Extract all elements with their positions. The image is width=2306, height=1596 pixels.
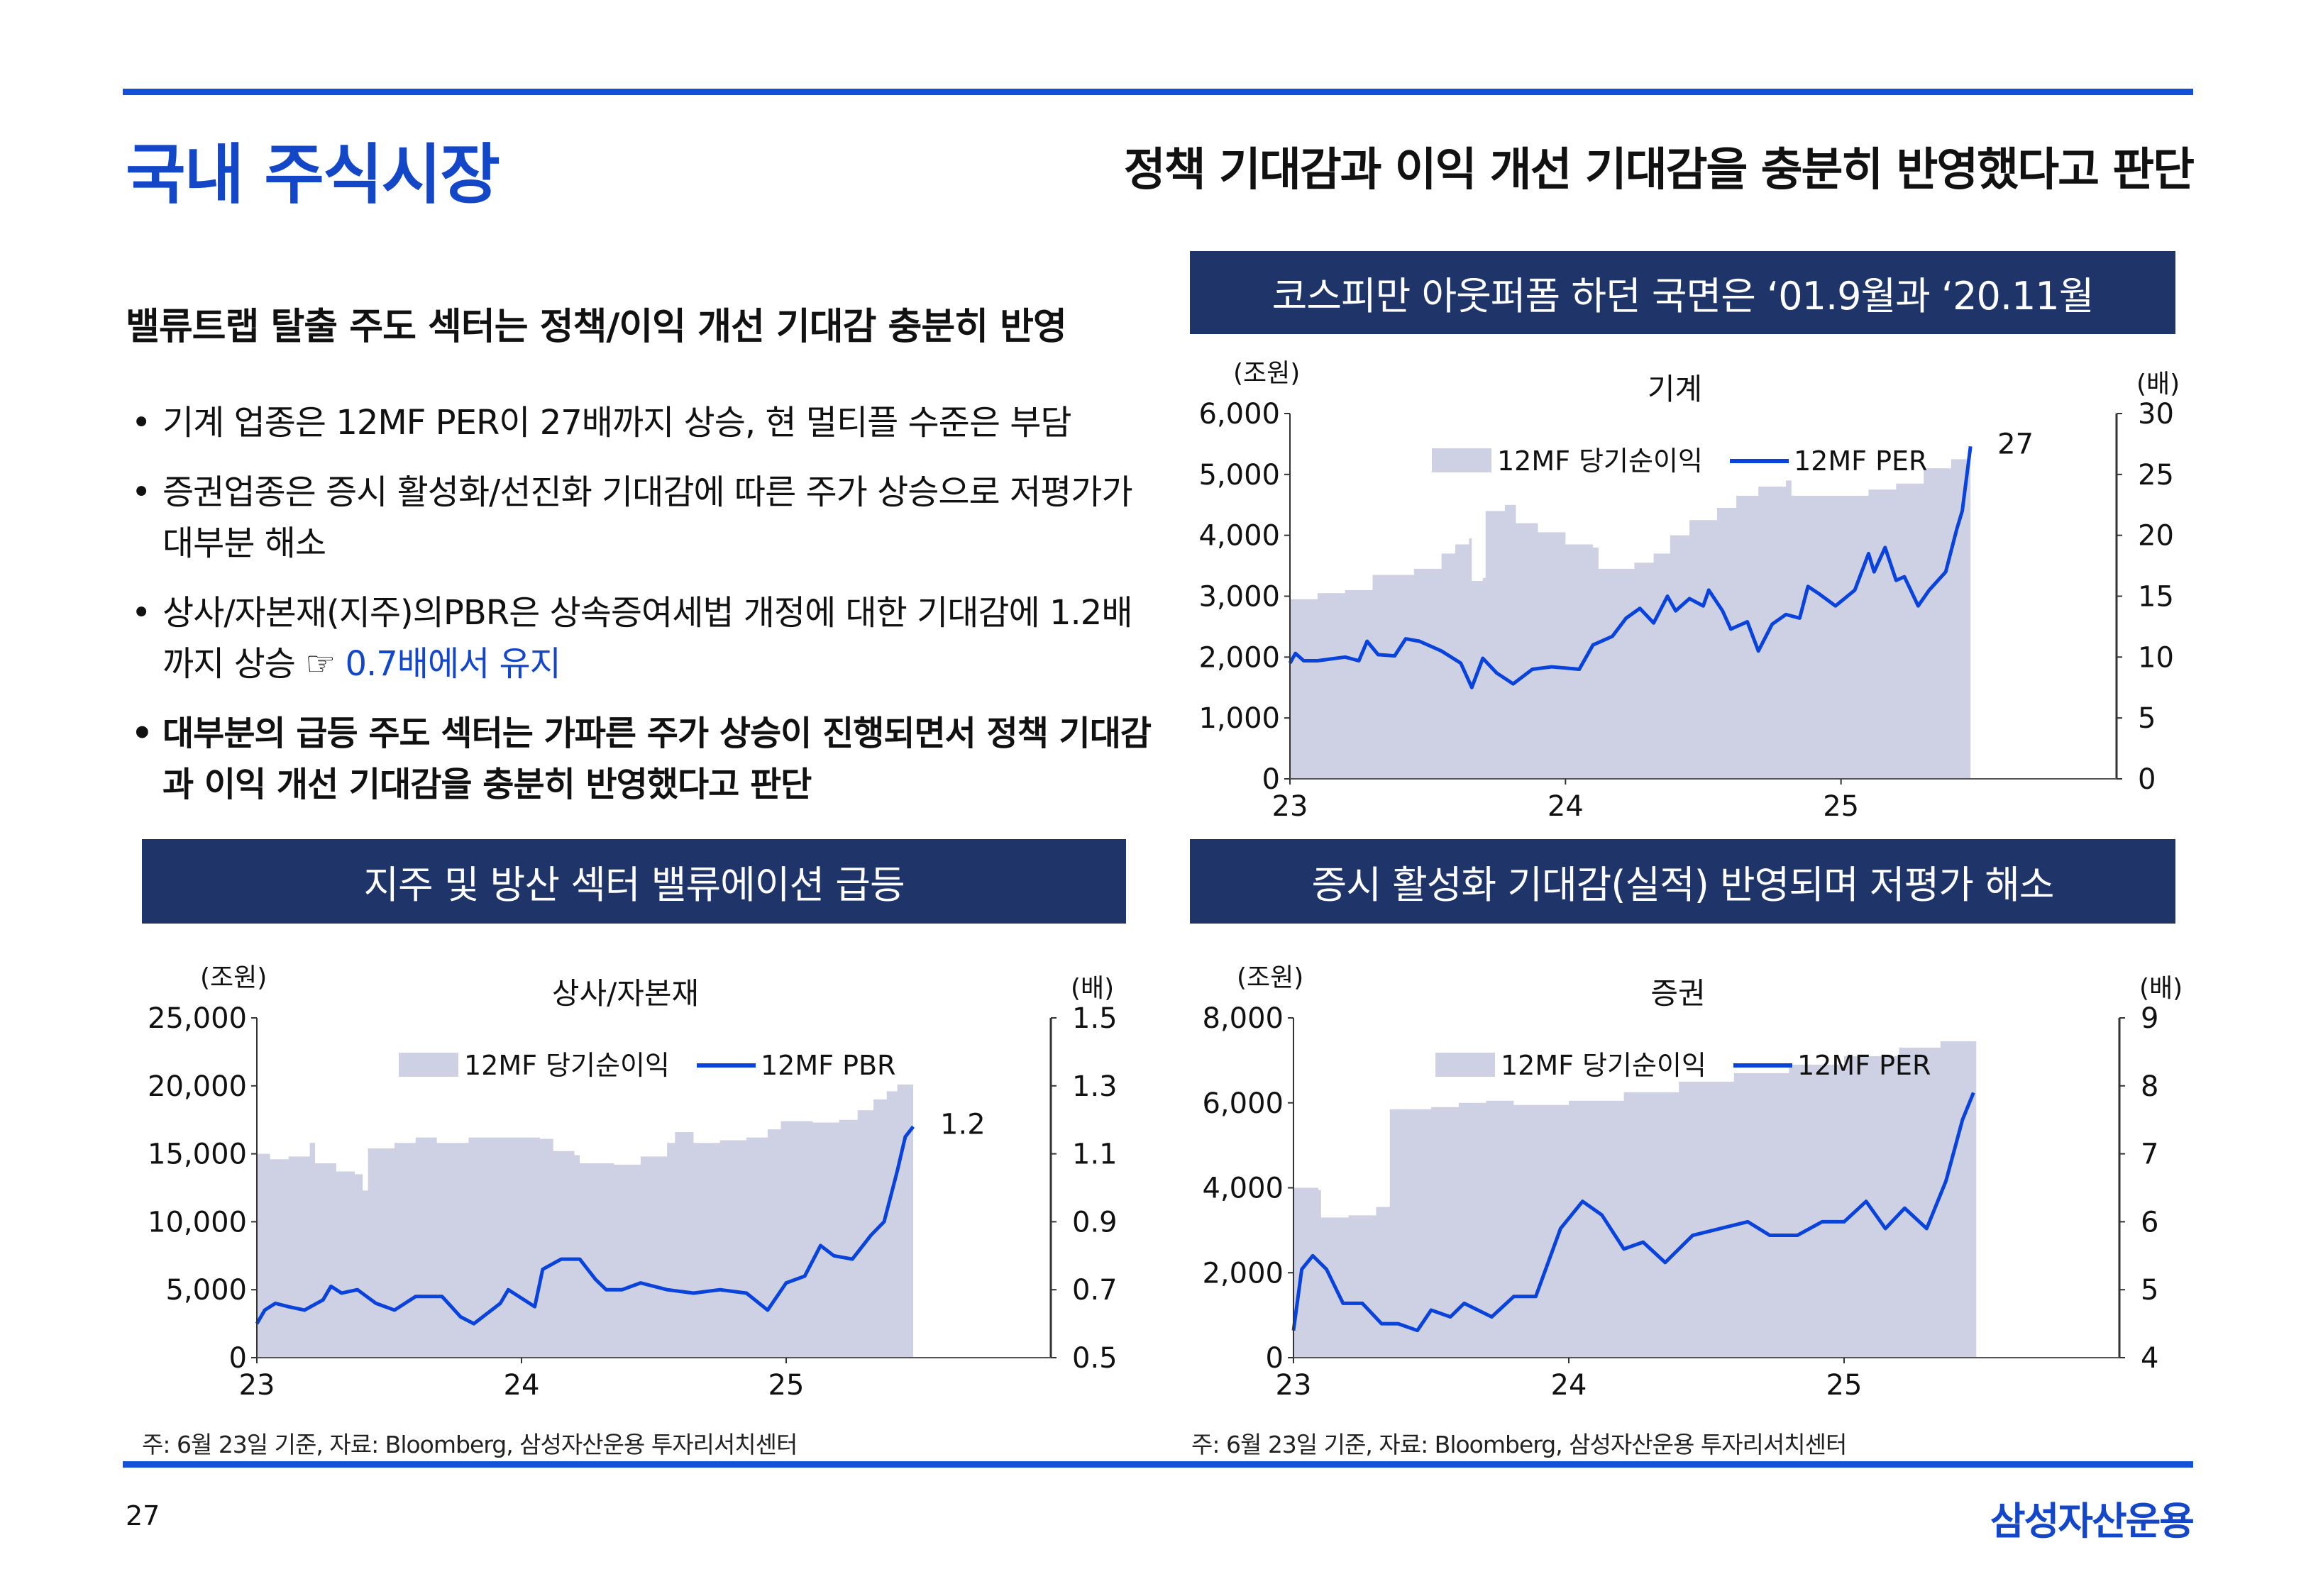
- chart-machinery: 0 1,000 2,000 3,000 4,000 5,000 6,000 0 5 10 15 20 2…: [1198, 359, 2180, 823]
- y-tick-label: 5,000: [1198, 459, 1280, 492]
- y-tick-label: 1,000: [1198, 702, 1280, 735]
- y2-tick-label: 1.3: [1072, 1070, 1118, 1103]
- chart-securities: 0 2,000 4,000 6,000 8,000 4 5 6 7 8 9 23 24 25 (조원) (배)…: [1202, 965, 2183, 1402]
- y2-tick-label: 20: [2138, 520, 2174, 553]
- chart-title: 증권: [1650, 976, 1705, 1011]
- x-tick-label: 23: [1272, 790, 1308, 823]
- y2-tick-label: 25: [2138, 459, 2174, 492]
- bullet-item: 증권업종은 증시 활성화/선진화 기대감에 따른 주가 상승으로 저평가가 대부…: [131, 467, 1153, 569]
- bullet-item: 기계 업종은 12MF PER이 27배까지 상승, 현 멀티플 수준은 부담: [131, 397, 1153, 448]
- y2-tick-label: 10: [2138, 641, 2174, 674]
- y2-tick-label: 7: [2141, 1138, 2158, 1171]
- y-tick-label: 20,000: [148, 1070, 247, 1103]
- y2-tick-label: 0: [2138, 763, 2156, 796]
- chart-title: 상사/자본재: [552, 976, 699, 1011]
- bullet-item: 대부분의 급등 주도 섹터는 가파른 주가 상승이 진행되면서 정책 기대감과 …: [131, 708, 1153, 810]
- valuation-line: [1288, 446, 1973, 689]
- y2-tick-label: 4: [2141, 1342, 2158, 1375]
- x-tick-label: 25: [1826, 1369, 1863, 1402]
- right-unit-label: (배): [1071, 974, 1114, 1003]
- left-unit-label: (조원): [200, 965, 267, 992]
- chart-header-bottom-left: 지주 및 방산 섹터 밸류에이션 급등: [142, 839, 1126, 924]
- section-subheading: 밸류트랩 탈출 주도 섹터는 정책/이익 개선 기대감 충분히 반영: [126, 306, 1067, 348]
- y-tick-label: 0: [1262, 763, 1280, 796]
- end-value-label: 27: [1997, 428, 2034, 460]
- y-tick-label: 8,000: [1202, 1002, 1284, 1035]
- x-tick-label: 24: [504, 1369, 540, 1402]
- legend-area-swatch: [399, 1053, 458, 1077]
- chart-header-top-right: 코스피만 아웃퍼폼 하던 국면은 ‘01.9월과 ‘20.11월: [1190, 251, 2175, 334]
- y2-tick-label: 0.5: [1072, 1342, 1118, 1375]
- legend-area-label: 12MF 당기순이익: [464, 1050, 670, 1081]
- y2-tick-label: 0.9: [1072, 1206, 1118, 1238]
- y-tick-label: 6,000: [1202, 1087, 1284, 1120]
- y-tick-label: 2,000: [1198, 641, 1280, 674]
- y-tick-label: 5,000: [165, 1274, 247, 1307]
- legend-line-label: 12MF PER: [1794, 445, 1927, 477]
- company-logo: 삼성자산운용: [1990, 1499, 2195, 1544]
- legend-area-label: 12MF 당기순이익: [1497, 445, 1703, 477]
- page-title: 국내 주식시장: [126, 137, 500, 213]
- legend-area-label: 12MF 당기순이익: [1501, 1050, 1706, 1081]
- legend-line-label: 12MF PBR: [761, 1050, 895, 1081]
- y-tick-label: 2,000: [1202, 1257, 1284, 1290]
- x-tick-label: 24: [1551, 1369, 1587, 1402]
- right-unit-label: (배): [2136, 370, 2180, 399]
- y-tick-label: 25,000: [148, 1002, 247, 1035]
- x-tick-label: 23: [1276, 1369, 1312, 1402]
- y2-tick-label: 5: [2138, 702, 2156, 735]
- y-tick-label: 10,000: [148, 1206, 247, 1238]
- x-tick-label: 23: [239, 1369, 275, 1402]
- x-tick-label: 25: [1823, 790, 1859, 823]
- legend-area-swatch: [1435, 1053, 1495, 1077]
- y-tick-label: 0: [1266, 1342, 1284, 1375]
- y-tick-label: 3,000: [1198, 581, 1280, 614]
- chart-header-bottom-right: 증시 활성화 기대감(실적) 반영되며 저평가 해소: [1190, 839, 2175, 924]
- bullet-text: 상사/자본재(지주)의PBR은 상속증여세법 개정에 대한 기대감에 1.2배까…: [162, 593, 1132, 684]
- earnings-area: [1290, 456, 1971, 779]
- bottom-rule: [123, 1461, 2193, 1468]
- left-unit-label: (조원): [1237, 965, 1303, 992]
- right-unit-label: (배): [2139, 974, 2183, 1003]
- y2-tick-label: 5: [2141, 1274, 2158, 1307]
- y2-tick-label: 9: [2141, 1002, 2158, 1035]
- page-number: 27: [126, 1500, 160, 1531]
- y-tick-label: 4,000: [1202, 1173, 1284, 1205]
- y2-tick-label: 6: [2141, 1206, 2158, 1238]
- y-tick-label: 0: [229, 1342, 247, 1375]
- valuation-line: [1291, 1092, 1975, 1333]
- y2-tick-label: 15: [2138, 581, 2174, 614]
- x-tick-label: 25: [768, 1369, 805, 1402]
- chart-trading-capital-goods: 0 5,000 10,000 15,000 20,000 25,000 0.5 0.7 0.9 1…: [148, 965, 1118, 1402]
- end-value-label: 1.2: [940, 1108, 986, 1141]
- top-rule: [123, 89, 2193, 95]
- bullet-list: 기계 업종은 12MF PER이 27배까지 상승, 현 멀티플 수준은 부담 …: [131, 397, 1153, 829]
- bullet-highlight: 0.7배에서 유지: [345, 644, 561, 684]
- headline: 정책 기대감과 이익 개선 기대감을 충분히 반영했다고 판단: [1123, 144, 2195, 196]
- y2-tick-label: 1.5: [1072, 1002, 1118, 1035]
- y2-tick-label: 0.7: [1072, 1274, 1118, 1307]
- x-tick-label: 24: [1548, 790, 1584, 823]
- earnings-area: [1293, 1038, 1977, 1358]
- y-tick-label: 15,000: [148, 1138, 247, 1171]
- y-tick-label: 4,000: [1198, 520, 1280, 553]
- y2-tick-label: 1.1: [1072, 1138, 1118, 1171]
- legend-line-label: 12MF PER: [1797, 1050, 1931, 1081]
- legend-area-swatch: [1432, 448, 1491, 472]
- left-unit-label: (조원): [1233, 359, 1300, 388]
- footnote-left: 주: 6월 23일 기준, 자료: Bloomberg, 삼성자산운용 투자리서…: [142, 1431, 798, 1458]
- y2-tick-label: 30: [2138, 398, 2174, 431]
- valuation-line: [255, 1125, 915, 1326]
- footnote-right: 주: 6월 23일 기준, 자료: Bloomberg, 삼성자산운용 투자리서…: [1191, 1431, 1847, 1458]
- earnings-area: [257, 1084, 914, 1358]
- y2-tick-label: 8: [2141, 1070, 2158, 1103]
- bullet-item: 상사/자본재(지주)의PBR은 상속증여세법 개정에 대한 기대감에 1.2배까…: [131, 587, 1153, 689]
- y-tick-label: 6,000: [1198, 398, 1280, 431]
- chart-title: 기계: [1648, 372, 1702, 406]
